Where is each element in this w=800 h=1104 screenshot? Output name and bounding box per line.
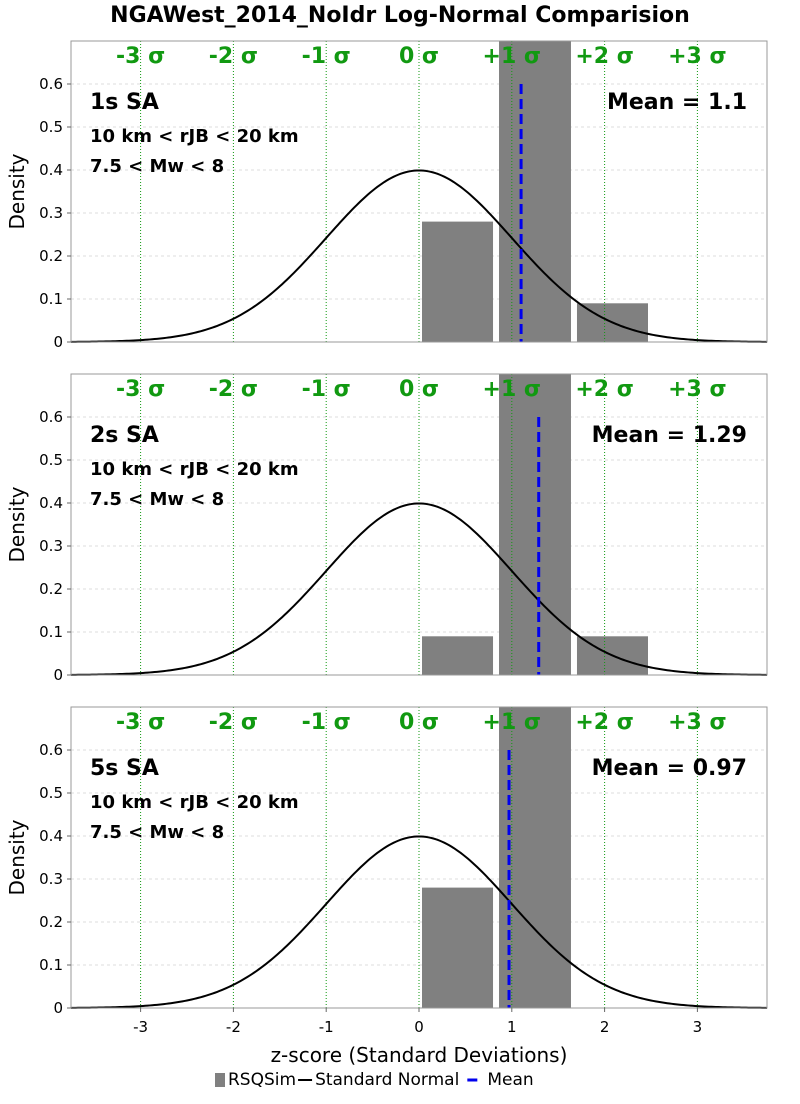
- x-tick-label: 1: [507, 1018, 517, 1036]
- sigma-label: -2 σ: [209, 710, 258, 735]
- panel-1: -3 σ -2 σ -1 σ 0 σ +1 σ +2 σ +3 σ 1s SA 10 km < …: [5, 40, 768, 351]
- y-tick-label: 0.4: [39, 494, 63, 512]
- histogram-bar-1: [422, 887, 494, 1008]
- y-tick-label: 0.3: [39, 870, 63, 888]
- sigma-label: -2 σ: [209, 377, 258, 402]
- histogram-bar-1: [422, 636, 494, 675]
- mean-value-label: Mean = 1.1: [607, 90, 747, 115]
- sigma-label: -1 σ: [302, 377, 351, 402]
- magnitude-range-label: 7.5 < Mw < 8: [90, 822, 224, 843]
- standard-normal-curve: [70, 169, 768, 343]
- y-tick-label: 0.1: [39, 290, 63, 308]
- y-tick-label: 0.3: [39, 204, 63, 222]
- chart-title: NGAWest_2014_NoIdr Log-Normal Comparisio…: [110, 3, 690, 28]
- magnitude-range-label: 7.5 < Mw < 8: [90, 489, 224, 510]
- x-tick-label: -3: [133, 1018, 148, 1036]
- y-tick-label: 0.5: [39, 451, 63, 469]
- sigma-label: 0 σ: [399, 377, 439, 402]
- y-axis-label: Density: [5, 486, 29, 562]
- legend-swatch-rsqsim: [215, 1073, 225, 1087]
- histogram-bar-2: [499, 41, 571, 342]
- y-tick-label: 0: [53, 999, 63, 1017]
- legend-label: RSQSim: [228, 1070, 296, 1090]
- legend-label: Standard Normal: [315, 1070, 459, 1090]
- plot-frame: [70, 373, 768, 676]
- magnitude-range-label: 7.5 < Mw < 8: [90, 156, 224, 177]
- sigma-label: -2 σ: [209, 44, 258, 69]
- y-tick-label: 0.5: [39, 118, 63, 136]
- panels: -3 σ -2 σ -1 σ 0 σ +1 σ +2 σ +3 σ 1s SA 10 km < …: [5, 40, 768, 1036]
- histogram-bar-2: [499, 374, 571, 675]
- x-axis-label: z-score (Standard Deviations): [271, 1043, 568, 1067]
- standard-normal-curve: [70, 502, 768, 676]
- y-axis-label: Density: [5, 153, 29, 229]
- sigma-label: 0 σ: [399, 44, 439, 69]
- y-tick-label: 0.6: [39, 741, 63, 759]
- sigma-label: -1 σ: [302, 44, 351, 69]
- distance-range-label: 10 km < rJB < 20 km: [90, 792, 299, 813]
- x-tick-label: 0: [414, 1018, 424, 1036]
- panel-2: -3 σ -2 σ -1 σ 0 σ +1 σ +2 σ +3 σ 2s SA 10 km < …: [5, 373, 768, 684]
- plot-frame: [70, 40, 768, 343]
- panel-title: 5s SA: [90, 756, 159, 781]
- legend-label: Mean: [487, 1070, 533, 1090]
- y-tick-label: 0.6: [39, 75, 63, 93]
- sigma-label: +1 σ: [483, 710, 542, 735]
- y-tick-label: 0: [53, 666, 63, 684]
- mean-value-label: Mean = 0.97: [592, 756, 747, 781]
- mean-value-label: Mean = 1.29: [592, 423, 747, 448]
- y-tick-label: 0.2: [39, 913, 63, 931]
- x-tick-label: 2: [600, 1018, 610, 1036]
- sigma-label: +2 σ: [575, 377, 634, 402]
- distance-range-label: 10 km < rJB < 20 km: [90, 126, 299, 147]
- x-tick-label: -1: [319, 1018, 334, 1036]
- sigma-label: -1 σ: [302, 710, 351, 735]
- sigma-label: +3 σ: [668, 710, 727, 735]
- legend: RSQSim Standard Normal Mean: [215, 1070, 534, 1090]
- sigma-label: -3 σ: [116, 710, 165, 735]
- sigma-label: +1 σ: [483, 377, 542, 402]
- y-tick-label: 0.4: [39, 161, 63, 179]
- sigma-label: +1 σ: [483, 44, 542, 69]
- sigma-label: +2 σ: [575, 710, 634, 735]
- sigma-label: +2 σ: [575, 44, 634, 69]
- distance-range-label: 10 km < rJB < 20 km: [90, 459, 299, 480]
- histogram-bar-2: [499, 707, 571, 1008]
- panel-title: 1s SA: [90, 90, 159, 115]
- y-tick-label: 0.4: [39, 827, 63, 845]
- sigma-label: 0 σ: [399, 710, 439, 735]
- sigma-label: -3 σ: [116, 377, 165, 402]
- y-axis-label: Density: [5, 819, 29, 895]
- sigma-label: +3 σ: [668, 44, 727, 69]
- y-tick-label: 0.2: [39, 580, 63, 598]
- histogram-bar-1: [422, 221, 494, 342]
- y-tick-label: 0.6: [39, 408, 63, 426]
- sigma-label: -3 σ: [116, 44, 165, 69]
- panel-3: -3 σ -2 σ -1 σ 0 σ +1 σ +2 σ +3 σ 5s SA 10 km < …: [5, 706, 768, 1036]
- x-tick-label: 3: [693, 1018, 703, 1036]
- y-tick-label: 0: [53, 333, 63, 351]
- y-tick-label: 0.1: [39, 623, 63, 641]
- y-tick-label: 0.5: [39, 784, 63, 802]
- x-tick-label: -2: [226, 1018, 241, 1036]
- sigma-label: +3 σ: [668, 377, 727, 402]
- y-tick-label: 0.1: [39, 956, 63, 974]
- standard-normal-curve: [70, 835, 768, 1009]
- y-tick-label: 0.2: [39, 247, 63, 265]
- y-tick-label: 0.3: [39, 537, 63, 555]
- panel-title: 2s SA: [90, 423, 159, 448]
